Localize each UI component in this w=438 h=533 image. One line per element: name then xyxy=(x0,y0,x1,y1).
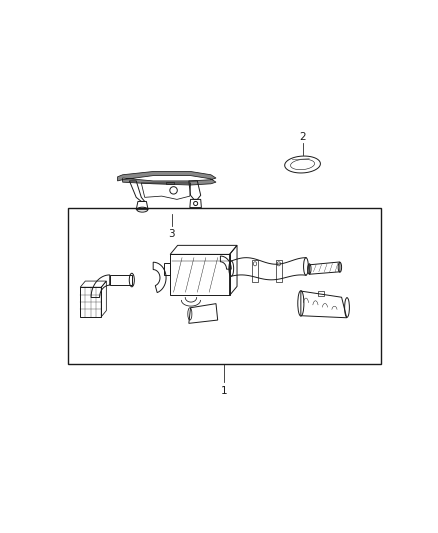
Bar xyxy=(252,260,258,282)
Bar xyxy=(276,260,282,282)
Bar xyxy=(170,254,230,295)
Bar xyxy=(80,287,101,317)
Text: 1: 1 xyxy=(221,386,228,396)
Text: 2: 2 xyxy=(299,132,306,142)
Text: 3: 3 xyxy=(169,229,175,239)
Bar xyxy=(318,292,324,296)
Bar xyxy=(166,182,174,184)
Bar xyxy=(68,207,381,364)
Polygon shape xyxy=(117,172,216,185)
